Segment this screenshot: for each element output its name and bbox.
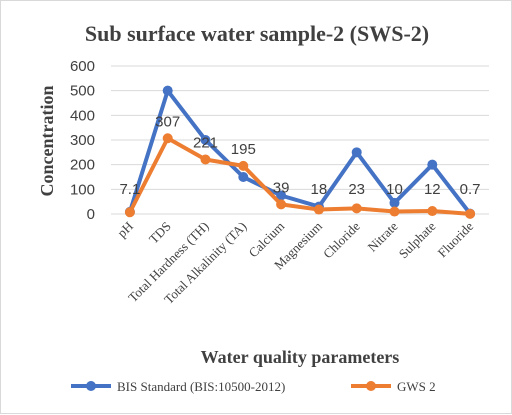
data-point bbox=[351, 203, 362, 214]
data-point bbox=[427, 206, 438, 217]
data-point bbox=[162, 85, 173, 96]
y-tick-label: 0 bbox=[87, 206, 95, 223]
data-point bbox=[200, 154, 211, 165]
x-tick-label: Fluoride bbox=[434, 218, 476, 260]
data-point bbox=[465, 208, 476, 219]
data-label: 39 bbox=[273, 179, 290, 196]
data-label: 10 bbox=[386, 181, 403, 198]
data-point bbox=[124, 207, 135, 218]
y-tick-label: 200 bbox=[70, 157, 95, 174]
data-point bbox=[238, 172, 249, 182]
y-axis-title: Concentration bbox=[37, 86, 57, 197]
x-tick-label: Nitrate bbox=[364, 218, 400, 254]
y-axis-ticks: 0 100 200 300 400 500 600 bbox=[70, 58, 95, 223]
data-point bbox=[313, 204, 324, 215]
legend-marker bbox=[366, 381, 376, 391]
legend-label: BIS Standard (BIS:10500-2012) bbox=[117, 379, 285, 394]
x-tick-label: Chloride bbox=[320, 218, 363, 261]
y-tick-label: 500 bbox=[70, 83, 95, 100]
data-label: 12 bbox=[424, 181, 441, 198]
data-label: 221 bbox=[193, 134, 218, 151]
series-lines bbox=[124, 85, 476, 219]
y-tick-label: 600 bbox=[70, 58, 95, 75]
data-point bbox=[162, 133, 173, 144]
legend: BIS Standard (BIS:10500-2012) GWS 2 bbox=[71, 379, 436, 394]
data-label: 307 bbox=[155, 113, 180, 130]
y-tick-label: 400 bbox=[70, 107, 95, 124]
data-point bbox=[200, 135, 211, 145]
data-label: 0.7 bbox=[460, 181, 481, 198]
series-line bbox=[127, 88, 473, 216]
legend-label: GWS 2 bbox=[397, 379, 436, 394]
x-tick-label: pH bbox=[114, 219, 136, 241]
data-labels: 7.1 307 221 195 39 18 23 10 12 0.7 bbox=[119, 113, 480, 198]
x-axis-title: Water quality parameters bbox=[201, 347, 400, 367]
chart-title: Sub surface water sample-2 (SWS-2) bbox=[85, 21, 429, 46]
legend-marker bbox=[86, 381, 96, 391]
data-label: 18 bbox=[311, 181, 328, 198]
data-label: 195 bbox=[231, 141, 256, 158]
data-point bbox=[276, 190, 287, 201]
y-tick-label: 300 bbox=[70, 132, 95, 149]
data-label: 23 bbox=[348, 181, 365, 198]
data-point bbox=[238, 160, 249, 171]
data-point bbox=[389, 197, 400, 208]
y-tick-label: 100 bbox=[70, 181, 95, 198]
data-point bbox=[276, 199, 287, 210]
series-line bbox=[127, 136, 473, 216]
x-tick-label: TDS bbox=[146, 219, 174, 247]
data-point bbox=[427, 159, 438, 170]
data-point bbox=[351, 147, 362, 158]
x-tick-label: Sulphate bbox=[396, 218, 439, 261]
data-label: 7.1 bbox=[119, 181, 140, 198]
data-point bbox=[389, 206, 400, 217]
